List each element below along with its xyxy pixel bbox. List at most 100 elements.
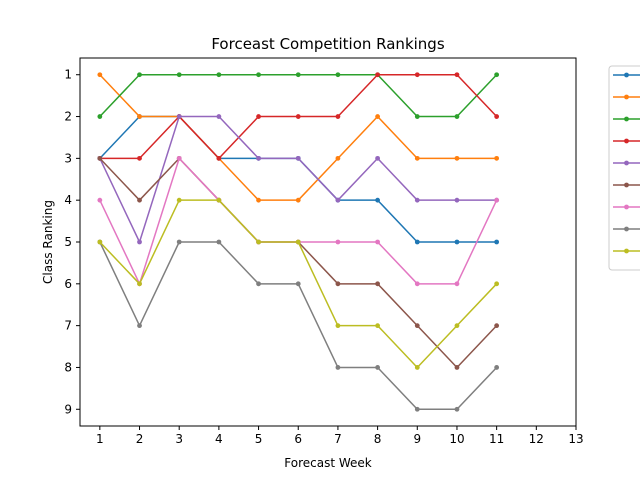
data-point (176, 197, 182, 203)
series-line (99, 241, 498, 411)
data-point (216, 155, 222, 161)
data-point (295, 114, 301, 119)
data-point (414, 323, 420, 329)
legend-entry (613, 138, 640, 144)
data-point (256, 239, 261, 245)
x-tick-label: 2 (136, 432, 144, 446)
data-point (375, 72, 380, 78)
legend-entry (613, 204, 640, 210)
x-tick-label: 4 (215, 432, 223, 446)
data-point (137, 197, 142, 203)
x-axis: 1 2 3 4 5 6 7 8 9 10 11 12 13 (96, 426, 584, 446)
y-tick-label: 4 (64, 193, 72, 207)
data-point (335, 155, 341, 161)
y-tick-label: 6 (64, 277, 72, 291)
data-point (414, 281, 420, 287)
data-point (414, 365, 420, 370)
legend-marker (624, 94, 629, 100)
legend-marker (624, 138, 629, 144)
legend-marker (624, 72, 629, 78)
data-point (97, 72, 103, 78)
data-point (176, 155, 182, 161)
x-tick-label: 10 (449, 432, 464, 446)
series-line (99, 157, 498, 369)
data-point (295, 155, 301, 161)
data-point (295, 72, 301, 78)
data-point (454, 406, 460, 412)
data-point (375, 197, 380, 203)
legend-marker (624, 248, 629, 254)
data-point (176, 72, 182, 78)
legend-marker (624, 116, 629, 122)
legend-entry (613, 94, 640, 100)
data-point (494, 155, 500, 161)
x-tick-label: 13 (568, 432, 583, 446)
data-point (97, 114, 103, 119)
data-point (256, 155, 261, 161)
data-point (454, 155, 460, 161)
data-point (335, 239, 341, 245)
data-point (494, 72, 500, 78)
legend-entry (613, 248, 640, 254)
y-tick-label: 9 (64, 402, 72, 416)
series-7 (97, 155, 500, 287)
data-point (414, 114, 420, 119)
x-tick-label: 9 (413, 432, 421, 446)
data-point (414, 406, 420, 412)
data-point (454, 281, 460, 287)
data-point (256, 114, 261, 119)
data-point (295, 197, 301, 203)
legend-entry (613, 160, 640, 166)
y-tick-label: 8 (64, 360, 72, 374)
data-point (494, 365, 500, 370)
data-point (137, 281, 142, 287)
y-tick-label: 1 (64, 68, 72, 82)
data-point (256, 281, 261, 287)
data-point (335, 281, 341, 287)
data-point (494, 239, 500, 245)
data-point (454, 365, 460, 370)
y-tick-label: 2 (64, 110, 72, 124)
chart-title: Forceast Competition Rankings (211, 35, 444, 53)
data-point (454, 114, 460, 119)
data-point (494, 197, 500, 203)
data-point (295, 281, 301, 287)
series-6 (97, 155, 500, 370)
y-tick-label: 3 (64, 151, 72, 165)
data-point (137, 323, 142, 329)
data-point (335, 365, 341, 370)
x-tick-label: 1 (96, 432, 104, 446)
data-point (375, 114, 380, 119)
x-tick-label: 5 (255, 432, 263, 446)
x-tick-label: 11 (489, 432, 504, 446)
series-line (99, 73, 498, 118)
data-point (97, 197, 103, 203)
x-tick-label: 12 (529, 432, 544, 446)
data-point (216, 114, 222, 119)
data-point (414, 72, 420, 78)
data-point (375, 323, 380, 329)
legend-entry (613, 226, 640, 232)
data-point (216, 197, 222, 203)
data-point (335, 197, 341, 203)
data-point (375, 155, 380, 161)
data-point (97, 239, 103, 245)
data-point (375, 239, 380, 245)
data-point (454, 239, 460, 245)
legend (608, 65, 640, 271)
data-point (216, 239, 222, 245)
legend-entry (613, 182, 640, 188)
legend-box (608, 65, 640, 271)
data-point (137, 155, 142, 161)
x-axis-label: Forecast Week (284, 456, 372, 470)
y-tick-label: 7 (64, 319, 72, 333)
legend-marker (624, 160, 629, 166)
data-point (414, 197, 420, 203)
data-point (216, 72, 222, 78)
data-point (335, 72, 341, 78)
legend-marker (624, 182, 629, 188)
legend-entry (613, 72, 640, 78)
data-point (494, 323, 500, 329)
data-point (137, 114, 142, 119)
